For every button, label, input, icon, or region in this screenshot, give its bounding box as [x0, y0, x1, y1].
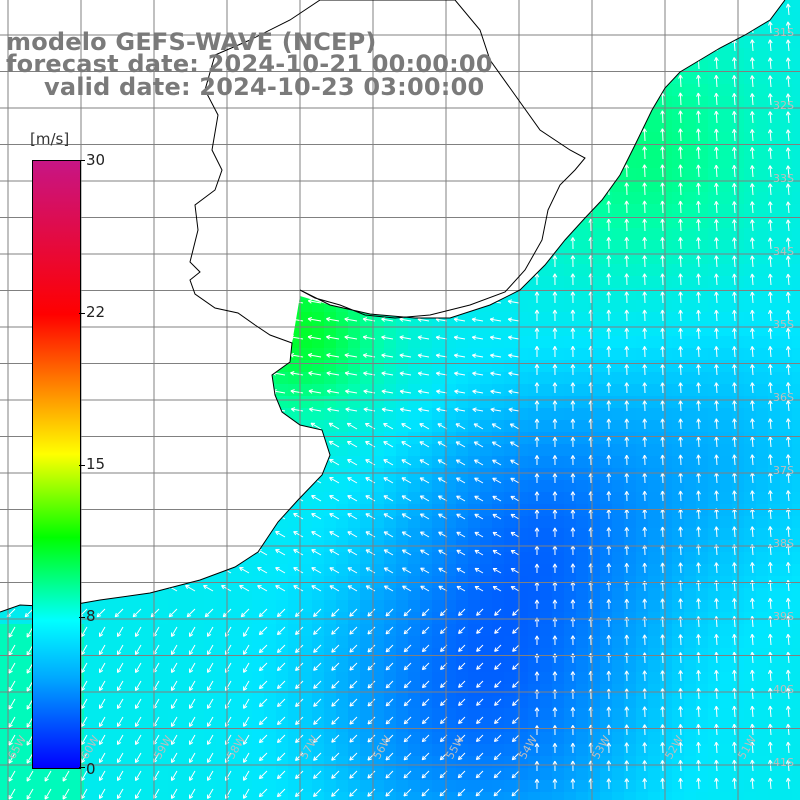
land-mask	[0, 0, 785, 612]
colorbar-label-8: 8	[86, 607, 96, 625]
latitude-label: 31S	[773, 26, 794, 39]
colorbar-tick-mark	[79, 313, 85, 314]
colorbar-tick-mark	[79, 767, 85, 768]
colorbar-label-15: 15	[86, 455, 106, 473]
coastline	[0, 0, 786, 613]
wind-vectors	[6, 3, 791, 800]
colorbar-tick-mark	[79, 465, 85, 466]
valid-date: valid date: 2024-10-23 03:00:00	[44, 73, 485, 101]
colorbar-gradient	[32, 160, 81, 769]
colorbar-unit: [m/s]	[30, 130, 70, 148]
colorbar-tick-mark	[79, 160, 85, 161]
latitude-label: 40S	[773, 683, 794, 696]
latitude-label: 41S	[773, 756, 794, 769]
latitude-label: 33S	[773, 172, 794, 185]
latitude-label: 39S	[773, 610, 794, 623]
colorbar-tick-mark	[79, 617, 85, 618]
latitude-label: 32S	[773, 99, 794, 112]
latitude-label: 37S	[773, 464, 794, 477]
colorbar-label-30: 30	[86, 151, 106, 169]
model-title: modelo GEFS-WAVE (NCEP)	[6, 28, 377, 56]
latitude-label: 34S	[773, 245, 794, 258]
latitude-label: 38S	[773, 537, 794, 550]
latitude-label: 36S	[773, 391, 794, 404]
colorbar-label-0: 0	[86, 760, 96, 778]
latitude-label: 35S	[773, 318, 794, 331]
colorbar-label-22: 22	[86, 303, 106, 321]
forecast-date: forecast date: 2024-10-21 00:00:00	[6, 50, 493, 78]
